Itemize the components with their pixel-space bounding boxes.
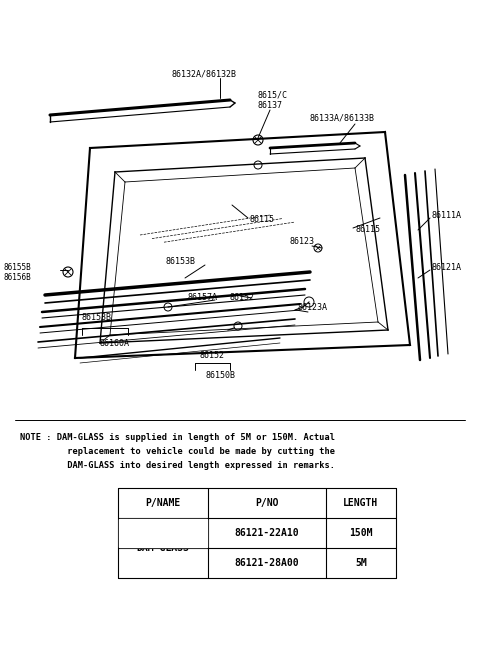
Text: 86160A: 86160A xyxy=(100,340,130,348)
Text: 8615/C: 8615/C xyxy=(258,91,288,99)
Text: 86152: 86152 xyxy=(230,292,255,302)
Text: 86121-22A10: 86121-22A10 xyxy=(235,528,300,538)
Text: NOTE : DAM-GLASS is supplied in length of 5M or 150M. Actual: NOTE : DAM-GLASS is supplied in length o… xyxy=(20,432,335,442)
Text: 86123: 86123 xyxy=(290,237,315,246)
Text: 86157A: 86157A xyxy=(188,292,218,302)
Text: 86123A: 86123A xyxy=(298,304,328,313)
Text: 86153B: 86153B xyxy=(165,258,195,267)
Bar xyxy=(119,519,207,547)
Text: P/NAME: P/NAME xyxy=(145,498,180,508)
Text: 86155B: 86155B xyxy=(3,263,31,273)
Text: 86137: 86137 xyxy=(258,101,283,110)
Text: replacement to vehicle could be made by cutting the: replacement to vehicle could be made by … xyxy=(20,447,335,457)
Text: 86150B: 86150B xyxy=(205,371,235,380)
Text: 150M: 150M xyxy=(349,528,373,538)
Text: 5M: 5M xyxy=(355,558,367,568)
Text: 86115: 86115 xyxy=(355,225,380,235)
Text: 86132A/86132B: 86132A/86132B xyxy=(172,70,237,78)
Text: 86153B: 86153B xyxy=(82,313,112,323)
Text: LENGTH: LENGTH xyxy=(343,498,379,508)
Text: 86156B: 86156B xyxy=(3,273,31,281)
Text: DAM-GLASS: DAM-GLASS xyxy=(137,543,190,553)
Text: 86152: 86152 xyxy=(200,350,225,359)
Text: 86121A: 86121A xyxy=(432,263,462,273)
Text: 86115: 86115 xyxy=(250,215,275,225)
Text: DAM-GLASS into desired length expressed in remarks.: DAM-GLASS into desired length expressed … xyxy=(20,461,335,470)
Text: P/NO: P/NO xyxy=(255,498,279,508)
Text: 86121-28A00: 86121-28A00 xyxy=(235,558,300,568)
Text: 86133A/86133B: 86133A/86133B xyxy=(310,114,375,122)
Text: 86111A: 86111A xyxy=(432,210,462,219)
